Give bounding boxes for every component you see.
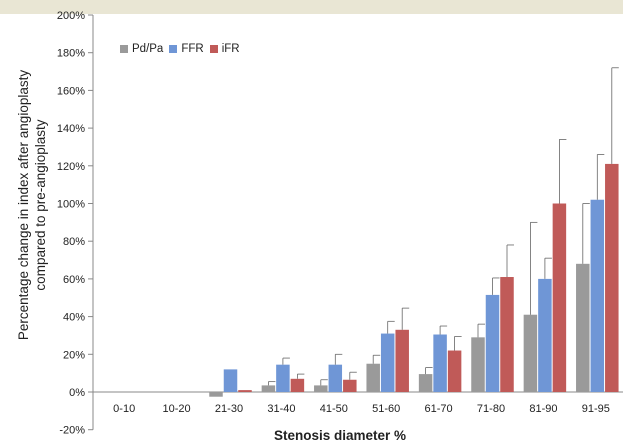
x-tick-label: 21-30 bbox=[215, 403, 243, 415]
y-tick-label: 120% bbox=[57, 161, 85, 173]
y-axis-label-line-2: compared to pre-angioplasty bbox=[33, 119, 48, 291]
y-tick-label: 140% bbox=[57, 123, 85, 135]
bar bbox=[605, 163, 619, 392]
bar bbox=[238, 390, 252, 392]
bar bbox=[485, 294, 500, 392]
bar bbox=[552, 203, 567, 392]
legend-item-ifr: iFR bbox=[209, 43, 240, 55]
x-tick-label: 91-95 bbox=[582, 403, 610, 415]
x-tick-label: 51-60 bbox=[372, 403, 400, 415]
x-tick-label: 41-50 bbox=[320, 403, 348, 415]
bar bbox=[209, 392, 223, 397]
legend-swatch-ifr bbox=[209, 45, 218, 53]
x-tick-label: 71-80 bbox=[477, 403, 505, 415]
bar bbox=[418, 374, 433, 392]
legend-label-ifr: iFR bbox=[221, 43, 240, 55]
y-tick-label: 160% bbox=[57, 85, 85, 97]
bar bbox=[433, 334, 447, 392]
bar bbox=[276, 364, 290, 392]
y-tick-label: 180% bbox=[57, 48, 85, 60]
bar bbox=[314, 385, 328, 392]
x-tick-label: 61-70 bbox=[425, 403, 453, 415]
bar bbox=[590, 199, 605, 392]
y-tick-label: -20% bbox=[59, 425, 85, 437]
bar bbox=[223, 369, 238, 392]
y-tick-label: 0% bbox=[69, 387, 85, 399]
y-axis-label: Percentage change in index after angiopl… bbox=[15, 40, 49, 370]
bar bbox=[343, 379, 357, 392]
bar bbox=[500, 277, 514, 392]
bar bbox=[380, 333, 395, 392]
y-tick-label: 100% bbox=[57, 199, 85, 211]
chart-legend: Pd/Pa FFR iFR bbox=[120, 43, 246, 55]
bar bbox=[328, 364, 343, 392]
bar bbox=[395, 329, 409, 392]
y-tick-label: 60% bbox=[63, 274, 85, 286]
y-tick-label: 200% bbox=[57, 10, 85, 22]
bar bbox=[471, 337, 485, 392]
bar bbox=[366, 363, 380, 392]
bar bbox=[538, 278, 552, 392]
bar bbox=[447, 350, 462, 392]
y-tick-label: 80% bbox=[63, 236, 85, 248]
legend-swatch-pdpa bbox=[120, 45, 128, 53]
legend-item-ffr: FFR bbox=[169, 43, 204, 55]
x-tick-label: 0-10 bbox=[113, 403, 135, 415]
y-axis-label-line-1: Percentage change in index after angiopl… bbox=[16, 69, 31, 341]
legend-label-pdpa: Pd/Pa bbox=[132, 43, 164, 55]
bar bbox=[290, 378, 305, 392]
legend-swatch-ffr bbox=[169, 45, 178, 53]
legend-item-pdpa: Pd/Pa bbox=[120, 43, 163, 55]
y-tick-label: 20% bbox=[63, 349, 85, 361]
x-tick-label: 10-20 bbox=[163, 403, 191, 415]
top-band bbox=[0, 0, 623, 14]
x-axis-label: Stenosis diameter % bbox=[273, 428, 407, 443]
y-tick-label: 40% bbox=[63, 312, 85, 324]
x-tick-label: 31-40 bbox=[267, 403, 295, 415]
bar bbox=[576, 263, 590, 392]
bar bbox=[261, 385, 276, 392]
bar bbox=[523, 314, 538, 392]
x-tick-label: 81-90 bbox=[529, 403, 557, 415]
legend-label-ffr: FFR bbox=[181, 43, 204, 55]
